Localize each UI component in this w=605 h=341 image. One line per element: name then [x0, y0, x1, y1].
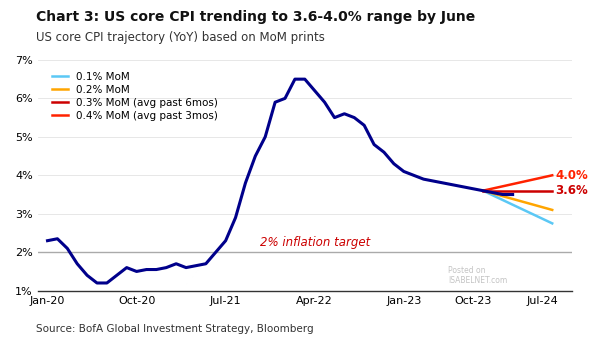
Text: Posted on
ISABELNET.com: Posted on ISABELNET.com	[448, 266, 508, 285]
Text: 3.6%: 3.6%	[555, 184, 588, 197]
Text: 2% inflation target: 2% inflation target	[260, 236, 370, 249]
Text: Chart 3: US core CPI trending to 3.6-4.0% range by June: Chart 3: US core CPI trending to 3.6-4.0…	[36, 10, 476, 24]
Text: US core CPI trajectory (YoY) based on MoM prints: US core CPI trajectory (YoY) based on Mo…	[36, 31, 325, 44]
Text: Source: BofA Global Investment Strategy, Bloomberg: Source: BofA Global Investment Strategy,…	[36, 324, 314, 334]
Legend: 0.1% MoM, 0.2% MoM, 0.3% MoM (avg past 6mos), 0.4% MoM (avg past 3mos): 0.1% MoM, 0.2% MoM, 0.3% MoM (avg past 6…	[48, 68, 222, 125]
Text: 4.0%: 4.0%	[555, 169, 588, 182]
